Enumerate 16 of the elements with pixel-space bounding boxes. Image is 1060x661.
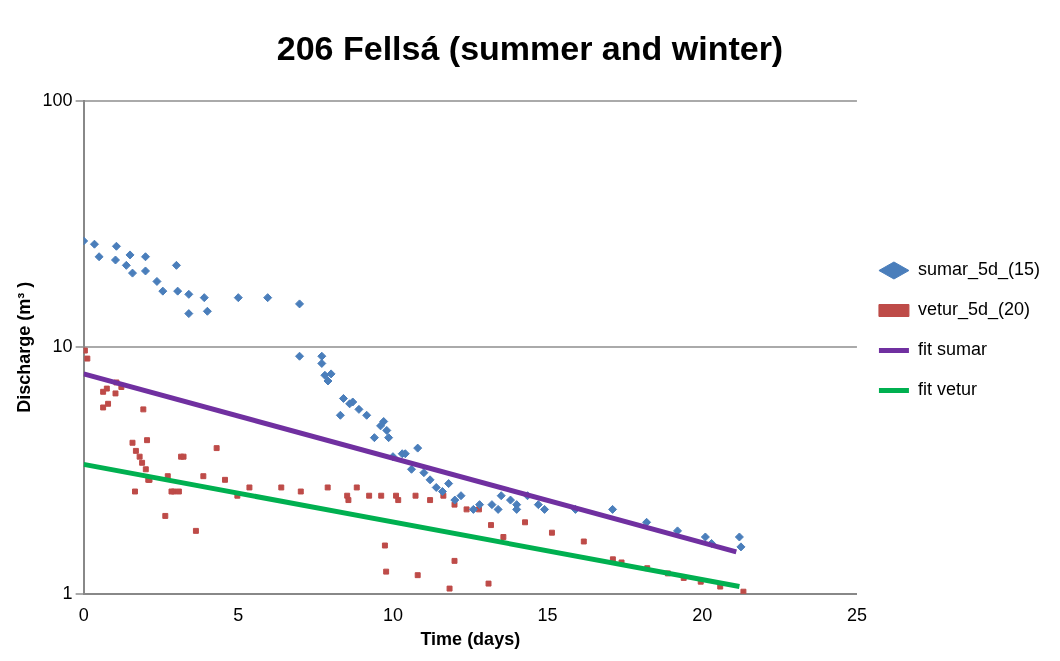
y-tick-label: 1 — [62, 582, 73, 603]
legend-label: sumar_5d_(15) — [917, 259, 1040, 281]
y-tick-label: 10 — [52, 336, 73, 357]
y-tick-label: 100 — [42, 89, 73, 110]
chart-title: 206 Fellsá (summer and winter) — [276, 28, 784, 67]
x-axis-title: Time (days) — [420, 629, 521, 650]
legend-label: fit vetur — [917, 379, 977, 400]
y-axis-title: Discharge (m³ ) — [13, 281, 34, 413]
legend-label: fit sumar — [917, 339, 987, 360]
legend-label: vetur_5d_(20) — [917, 299, 1031, 321]
x-tick-label: 20 — [692, 604, 713, 625]
x-tick-label: 10 — [382, 604, 403, 625]
x-tick-label: 0 — [78, 604, 89, 625]
x-tick-label: 5 — [233, 604, 244, 625]
x-tick-label: 25 — [846, 604, 867, 625]
x-tick-label: 15 — [537, 604, 558, 625]
